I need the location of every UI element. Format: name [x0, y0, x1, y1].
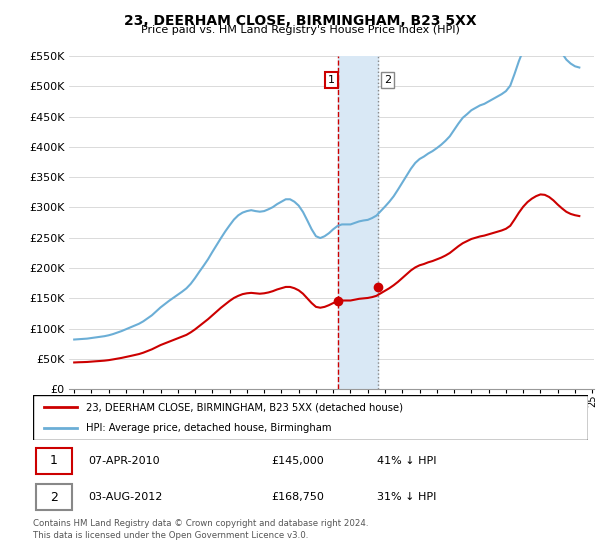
Text: Price paid vs. HM Land Registry's House Price Index (HPI): Price paid vs. HM Land Registry's House … — [140, 25, 460, 35]
Bar — [338, 56, 378, 389]
Text: 1: 1 — [328, 75, 335, 85]
Text: 23, DEERHAM CLOSE, BIRMINGHAM, B23 5XX (detached house): 23, DEERHAM CLOSE, BIRMINGHAM, B23 5XX (… — [86, 402, 403, 412]
Text: 23, DEERHAM CLOSE, BIRMINGHAM, B23 5XX: 23, DEERHAM CLOSE, BIRMINGHAM, B23 5XX — [124, 14, 476, 28]
Text: 1: 1 — [50, 454, 58, 468]
Text: 07-APR-2010: 07-APR-2010 — [89, 456, 160, 466]
Text: £168,750: £168,750 — [272, 492, 325, 502]
Text: 41% ↓ HPI: 41% ↓ HPI — [377, 456, 437, 466]
Text: Contains HM Land Registry data © Crown copyright and database right 2024.
This d: Contains HM Land Registry data © Crown c… — [33, 519, 368, 540]
Text: 2: 2 — [50, 491, 58, 504]
Text: 31% ↓ HPI: 31% ↓ HPI — [377, 492, 436, 502]
Text: 2: 2 — [384, 75, 391, 85]
Text: £145,000: £145,000 — [272, 456, 325, 466]
Text: HPI: Average price, detached house, Birmingham: HPI: Average price, detached house, Birm… — [86, 423, 331, 433]
Bar — [36, 448, 72, 474]
Text: 03-AUG-2012: 03-AUG-2012 — [89, 492, 163, 502]
Bar — [36, 484, 72, 510]
